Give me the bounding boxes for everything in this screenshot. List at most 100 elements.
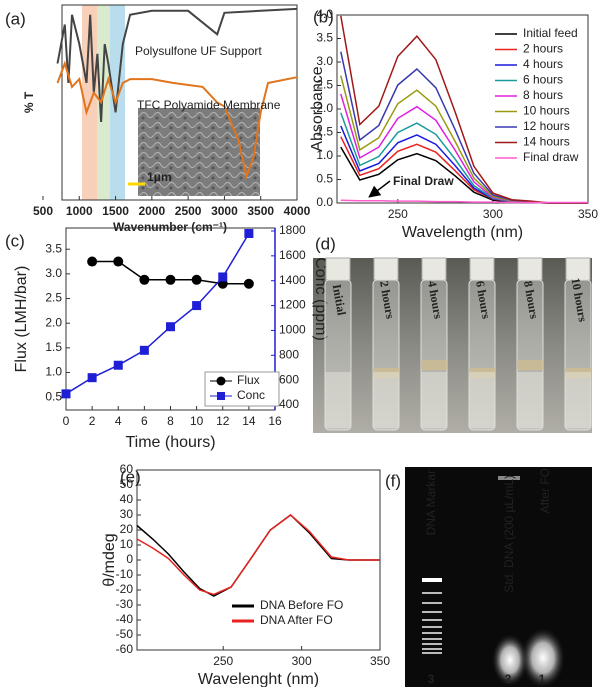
panel-label: (f) [385,471,401,490]
marker [243,278,254,289]
liquid [565,372,591,428]
legend-label: 12 hours [523,119,570,133]
vial-cap [469,257,495,281]
liquid-line [421,360,447,370]
ladder-band [422,652,442,654]
x-tick-label: 2 [89,414,96,428]
ladder-band [422,578,442,582]
y-tick-label: 20 [120,522,134,536]
marker [113,256,124,267]
series-line [340,199,588,204]
y-axis-label: Flux (LMH/bar) [13,266,30,373]
y-tick-label: -60 [116,642,134,656]
x-axis-label: Wavelenght (nm) [198,671,319,687]
panel-label: (a) [5,9,26,28]
y-tick-label: -10 [116,567,134,581]
y-tick-label: -50 [116,627,134,641]
ladder-band [422,632,442,634]
legend-marker [216,376,226,386]
y-tick-label: 60 [120,462,134,476]
series-label: Polysulfone UF Support [135,44,262,58]
y-tick-label: 0 [126,552,133,566]
y-tick-label: 2.0 [316,101,333,115]
y-tick-label: -30 [116,597,134,611]
series-line [136,514,380,597]
series-line [56,7,298,123]
legend-label: DNA Before FO [260,598,343,612]
lane-number: 3 [428,672,435,686]
dna-band [492,634,528,686]
y-tick-label: 40 [120,492,134,506]
marker [139,274,150,285]
marker [165,274,176,285]
dna-band [521,628,565,687]
ladder-band [422,626,442,628]
x-tick-label: 2000 [139,204,166,218]
series-label: TFC Polyamide Membrane [137,98,281,112]
marker [61,389,71,399]
x-tick-label: 350 [370,654,390,668]
vial-label: Initial [330,283,349,317]
ladder-band [422,648,442,650]
vial-cap [325,257,351,281]
y-tick-label: 0.5 [45,389,62,403]
x-tick-label: 4000 [284,204,311,218]
y-axis-label: θ/mdeg [101,533,118,586]
y-tick-label: 3.0 [316,54,333,68]
y2-tick-label: 1000 [279,323,306,337]
marker [113,360,123,370]
y-tick-label: 10 [120,537,134,551]
legend-label: 14 hours [523,135,570,149]
x-axis-label: Wavelength (nm) [402,224,523,241]
y-tick-label: 2.5 [316,78,333,92]
x-tick-label: 300 [483,207,503,221]
panel-label: (b) [313,7,334,26]
x-tick-label: 10 [190,414,204,428]
y-tick-label: -20 [116,582,134,596]
x-tick-label: 1500 [102,204,129,218]
legend-label: 8 hours [523,88,563,102]
y-axis-label: % T [22,91,36,113]
liquid [373,372,399,428]
marker [192,301,202,311]
vial-cap [517,257,543,281]
x-axis-label: Wavenumber (cm⁻¹) [113,220,227,234]
lane-label: After FO [538,468,552,513]
marker [218,272,228,282]
liquid-line [517,360,543,370]
vial-label: 4 hours [425,280,446,321]
marker [191,274,202,285]
sem-inset [138,108,260,196]
x-tick-label: 250 [213,654,233,668]
y2-tick-label: 600 [279,372,299,386]
vial-label: 6 hours [473,280,494,321]
y-tick-label: 1.5 [45,340,62,354]
y2-tick-label: 800 [279,347,299,361]
x-tick-label: 14 [242,414,256,428]
legend-label: 6 hours [523,73,563,87]
legend-box [204,371,280,407]
y-tick-label: 0.0 [316,195,333,209]
plot-frame [61,4,298,201]
liquid [325,372,351,428]
vial-label: 2 hours [377,280,398,321]
ladder-band [422,619,442,621]
marker [87,373,97,383]
y-tick-label: 3.0 [45,266,62,280]
legend-label: Initial feed [523,26,578,40]
liquid [469,372,495,428]
y2-tick-label: 1800 [279,223,306,237]
series-line [136,514,380,596]
lane-label: Std. DNA (200 µL/mL) [502,475,516,593]
well [498,476,520,480]
x-tick-label: 16 [268,414,282,428]
y-tick-label: 1.5 [316,125,333,139]
vial-label: 8 hours [521,280,542,321]
y2-tick-label: 1200 [279,298,306,312]
ladder-band [422,638,442,640]
lane-label: DNA Markar [424,470,438,535]
x-tick-label: 8 [167,414,174,428]
x-tick-label: 1000 [66,204,93,218]
panel-label: (c) [5,231,25,250]
